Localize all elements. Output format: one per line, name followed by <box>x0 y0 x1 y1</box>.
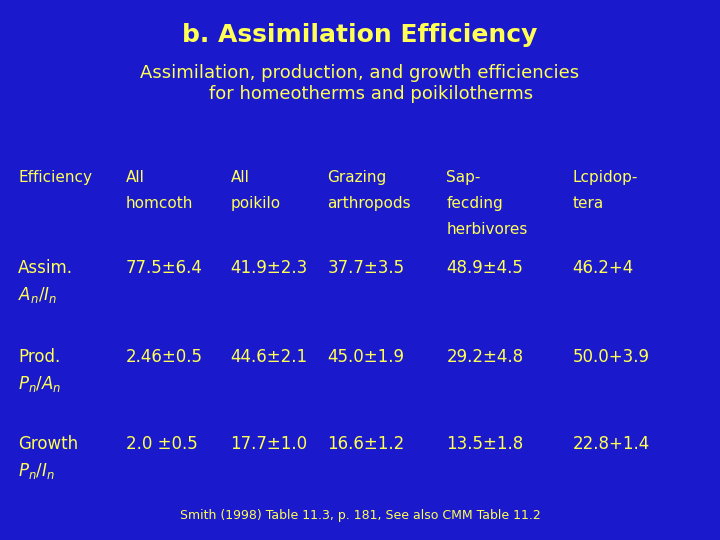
Text: homcoth: homcoth <box>126 196 194 211</box>
Text: Efficiency: Efficiency <box>18 170 92 185</box>
Text: 46.2+4: 46.2+4 <box>572 259 634 277</box>
Text: fecding: fecding <box>446 196 503 211</box>
Text: Prod.: Prod. <box>18 348 60 366</box>
Text: $P_n/A_n$: $P_n/A_n$ <box>18 374 61 394</box>
Text: Sap-: Sap- <box>446 170 481 185</box>
Text: 13.5±1.8: 13.5±1.8 <box>446 435 523 453</box>
Text: 22.8+1.4: 22.8+1.4 <box>572 435 649 453</box>
Text: All: All <box>230 170 249 185</box>
Text: Assim.: Assim. <box>18 259 73 277</box>
Text: $A_n/I_n$: $A_n/I_n$ <box>18 285 57 305</box>
Text: 2.46±0.5: 2.46±0.5 <box>126 348 203 366</box>
Text: arthropods: arthropods <box>328 196 411 211</box>
Text: 37.7±3.5: 37.7±3.5 <box>328 259 405 277</box>
Text: Grazing: Grazing <box>328 170 387 185</box>
Text: Assimilation, production, and growth efficiencies
    for homeotherms and poikil: Assimilation, production, and growth eff… <box>140 64 580 103</box>
Text: All: All <box>126 170 145 185</box>
Text: Lcpidop-: Lcpidop- <box>572 170 638 185</box>
Text: $P_n/I_n$: $P_n/I_n$ <box>18 461 55 481</box>
Text: 77.5±6.4: 77.5±6.4 <box>126 259 203 277</box>
Text: 45.0±1.9: 45.0±1.9 <box>328 348 405 366</box>
Text: 41.9±2.3: 41.9±2.3 <box>230 259 307 277</box>
Text: 48.9±4.5: 48.9±4.5 <box>446 259 523 277</box>
Text: b. Assimilation Efficiency: b. Assimilation Efficiency <box>182 23 538 47</box>
Text: 17.7±1.0: 17.7±1.0 <box>230 435 307 453</box>
Text: 44.6±2.1: 44.6±2.1 <box>230 348 307 366</box>
Text: Growth: Growth <box>18 435 78 453</box>
Text: 29.2±4.8: 29.2±4.8 <box>446 348 523 366</box>
Text: poikilo: poikilo <box>230 196 281 211</box>
Text: 2.0 ±0.5: 2.0 ±0.5 <box>126 435 198 453</box>
Text: tera: tera <box>572 196 603 211</box>
Text: 16.6±1.2: 16.6±1.2 <box>328 435 405 453</box>
Text: herbivores: herbivores <box>446 222 528 237</box>
Text: Smith (1998) Table 11.3, p. 181, See also CMM Table 11.2: Smith (1998) Table 11.3, p. 181, See als… <box>179 509 541 522</box>
Text: 50.0+3.9: 50.0+3.9 <box>572 348 649 366</box>
